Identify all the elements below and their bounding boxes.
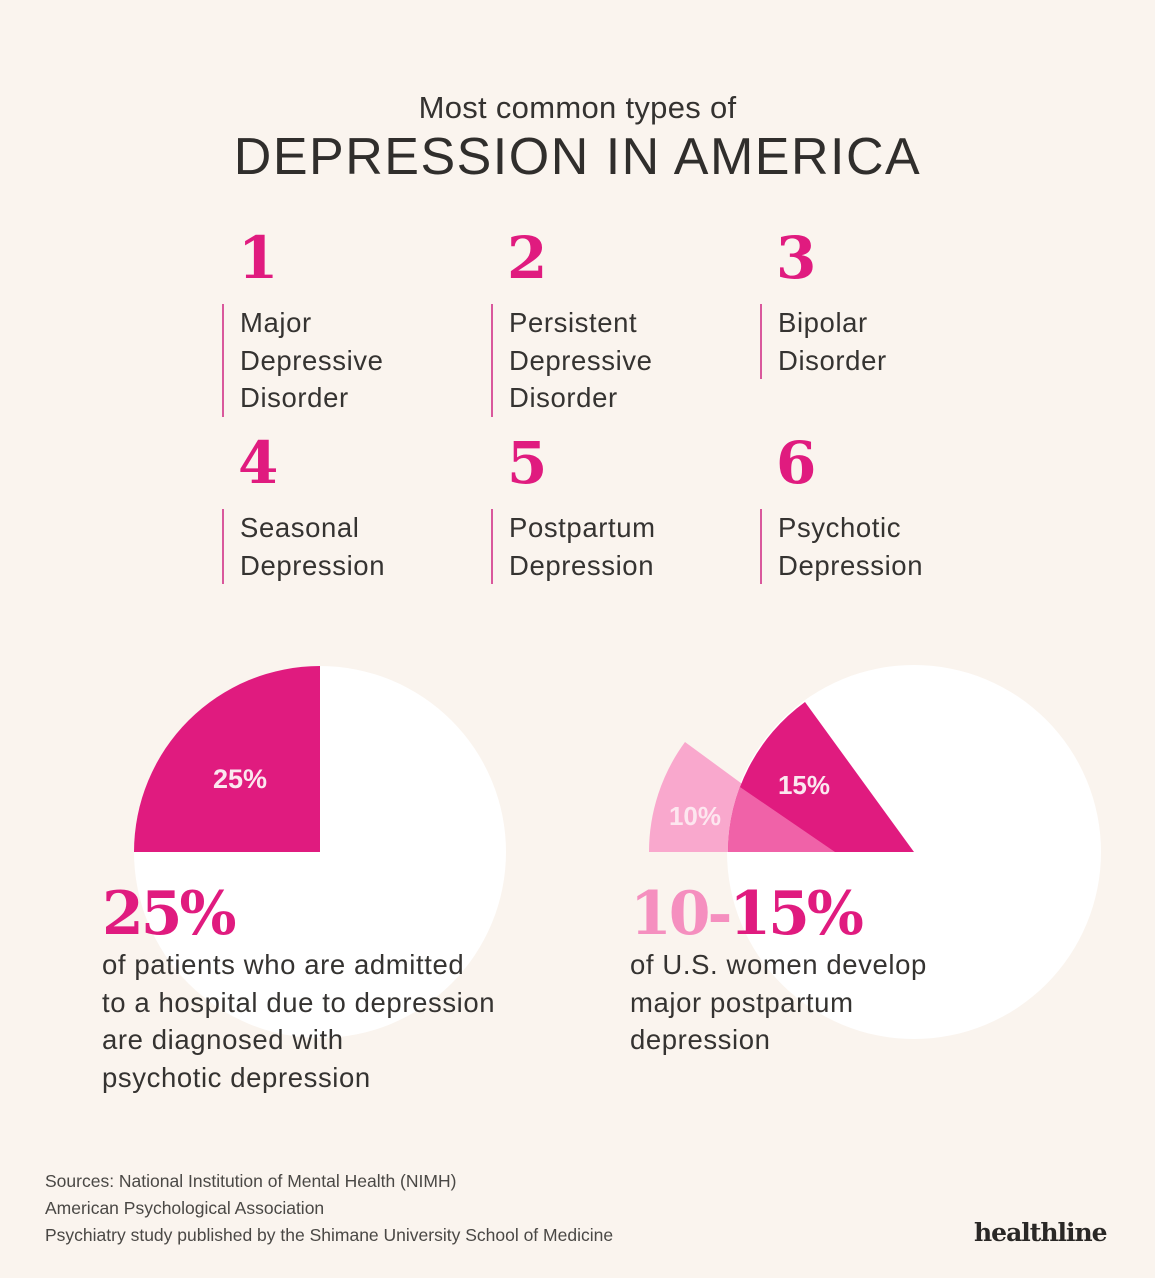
type-label: Postpartum Depression — [491, 509, 741, 584]
desc-line: major postpartum — [630, 986, 854, 1018]
left-pie-slice-25 — [134, 666, 320, 852]
type-number: 5 — [507, 429, 547, 497]
type-number: 3 — [776, 224, 816, 292]
healthline-logo: healthline — [974, 1218, 1108, 1247]
type-label: Bipolar Disorder — [760, 304, 1010, 379]
type-label: Persistent Depressive Disorder — [491, 304, 741, 417]
desc-line: are diagnosed with — [102, 1024, 344, 1055]
type-number: 2 — [507, 224, 547, 292]
right-big-stat-high: 15% — [729, 879, 864, 949]
type-item-4: 4 Seasonal Depression — [222, 433, 472, 584]
type-item-5: 5 Postpartum Depression — [491, 433, 741, 584]
type-label-line: Disorder — [509, 382, 618, 413]
right-big-stat: 10-15% — [630, 882, 927, 946]
type-label-line: Depression — [240, 549, 386, 581]
sources: Sources: National Institution of Mental … — [45, 1168, 613, 1249]
source-line: Sources: National Institution of Mental … — [45, 1171, 457, 1191]
source-line: American Psychological Association — [45, 1198, 325, 1218]
right-pie-overlap — [728, 787, 835, 852]
type-label-line: Depression — [509, 549, 655, 581]
right-slice-label-10: 10% — [669, 801, 721, 831]
type-label-line: Major — [240, 307, 312, 338]
type-label: Major Depressive Disorder — [222, 304, 472, 417]
left-slice-label: 25% — [213, 764, 267, 794]
left-stat-description: of patients who are admitted to a hospit… — [102, 946, 495, 1096]
type-label: Psychotic Depression — [760, 509, 1010, 584]
right-slice-label-15: 15% — [778, 770, 830, 800]
left-pie-chart: 25% — [134, 666, 506, 1038]
subtitle: Most common types of — [418, 90, 737, 125]
type-label-line: Depressive — [509, 344, 653, 376]
type-label-line: Disorder — [240, 382, 349, 413]
type-item-6: 6 Psychotic Depression — [760, 433, 1010, 584]
type-number: 4 — [238, 429, 278, 497]
type-item-1: 1 Major Depressive Disorder — [222, 228, 472, 417]
type-label-line: Postpartum — [509, 512, 656, 543]
type-number: 6 — [776, 429, 816, 497]
type-item-3: 3 Bipolar Disorder — [760, 228, 1010, 379]
type-label-line: Depression — [778, 549, 924, 581]
desc-line: to a hospital due to depression — [102, 986, 496, 1018]
type-number: 1 — [238, 224, 278, 292]
right-stat: 10-15% of U.S. women develop major postp… — [630, 882, 927, 1059]
type-label-line: Disorder — [778, 344, 887, 376]
type-label-line: Persistent — [509, 307, 638, 338]
type-label-line: Bipolar — [778, 307, 868, 338]
type-label: Seasonal Depression — [222, 509, 472, 584]
right-stat-description: of U.S. women develop major postpartum d… — [630, 946, 927, 1059]
type-label-line: Depressive — [240, 344, 384, 376]
left-stat: 25% of patients who are admitted to a ho… — [102, 882, 495, 1096]
desc-line: of patients who are admitted — [102, 949, 465, 980]
type-label-line: Psychotic — [778, 512, 902, 543]
desc-line: depression — [630, 1024, 771, 1055]
right-big-stat-low: 10- — [630, 879, 732, 949]
page-title: DEPRESSION IN AMERICA — [233, 128, 922, 186]
desc-line: of U.S. women develop — [630, 949, 927, 980]
desc-line: psychotic depression — [102, 1061, 371, 1093]
type-label-line: Seasonal — [240, 512, 360, 543]
source-line: Psychiatry study published by the Shiman… — [45, 1225, 614, 1245]
type-item-2: 2 Persistent Depressive Disorder — [491, 228, 741, 417]
right-pie-chart: 10% 15% — [649, 665, 1101, 1039]
left-big-stat: 25% — [102, 879, 237, 949]
